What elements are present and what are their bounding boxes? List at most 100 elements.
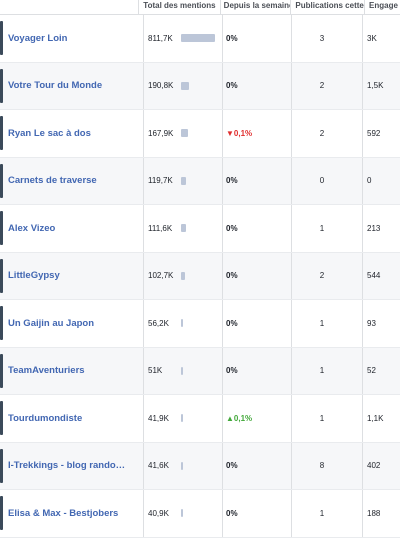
page-name-link[interactable]: Un Gaijin au Japon [8,317,95,329]
engagement-value: 213 [362,205,394,252]
mentions-cell: 111,6K [143,205,222,252]
page-thumbnail[interactable] [0,21,3,55]
mentions-bar [181,366,183,375]
mentions-value: 167,9K [148,128,174,138]
table-row[interactable]: Carnets de traverse 119,7K 0% 0 0 [0,157,400,205]
mentions-bar [181,34,215,43]
mentions-value: 190,8K [148,81,174,91]
page-thumbnail[interactable] [0,258,3,293]
table-row[interactable]: Alex Vizeo 111,6K 0% 1 213 [0,205,400,253]
publications-value: 1 [291,490,362,537]
mentions-cell: 41,9K [143,395,222,442]
publications-value: 2 [291,110,362,157]
table-row[interactable]: Ryan Le sac à dos 167,9K ▼0,1% 2 592 [0,110,400,158]
publications-value: 8 [291,442,362,489]
page-thumbnail[interactable] [0,401,3,435]
header-weekly-change[interactable]: Depuis la semaine [219,0,290,14]
page-name-link[interactable]: Ryan Le sac à dos [8,127,91,139]
weekly-change-value: 0% [222,205,291,252]
mentions-cell: 51K [143,347,222,394]
mentions-value: 119,7K [148,176,173,186]
weekly-change-value: 0% [222,62,291,109]
weekly-change-value: ▼0,1% [222,110,291,157]
mentions-cell: 190,8K [143,62,222,109]
page-thumbnail[interactable] [0,163,3,198]
weekly-change-value: 0% [222,252,291,299]
mentions-value: 56,2K [148,318,169,328]
page-cell: Carnets de traverse [0,158,143,205]
table-row[interactable]: Un Gaijin au Japon 56,2K 0% 1 93 [0,300,400,348]
page-name-link[interactable]: Elisa & Max - Bestjobers [8,507,119,519]
mentions-bar [181,414,183,423]
mentions-bar [181,319,183,328]
page-name-link[interactable]: LittleGypsy [8,270,60,282]
table-row[interactable]: Elisa & Max - Bestjobers 40,9K 0% 1 188 [0,490,400,538]
page-name-link[interactable]: Alex Vizeo [8,222,56,234]
mentions-value: 51K [148,366,163,376]
weekly-change-value: 0% [222,442,291,489]
table-row[interactable]: Votre Tour du Monde 190,8K 0% 2 1,5K [0,62,400,110]
mentions-value: 111,6K [148,223,173,233]
page-thumbnail[interactable] [0,68,3,103]
page-cell: Voyager Loin [0,15,143,62]
publications-value: 3 [291,15,362,62]
header-total-mentions[interactable]: Total des mentions [138,0,219,14]
page-name-link[interactable]: Votre Tour du Monde [8,80,103,92]
table-row[interactable]: Tourdumondiste 41,9K ▲0,1% 1 1,1K [0,395,400,443]
page-thumbnail[interactable] [0,448,3,483]
table-row[interactable]: Voyager Loin 811,7K 0% 3 3K [0,15,400,63]
mentions-cell: 102,7K [143,252,222,299]
mentions-cell: 811,7K [143,15,222,62]
mentions-value: 41,9K [148,413,169,423]
page-cell: I-Trekkings - blog rando… [0,443,143,490]
page-cell: Ryan Le sac à dos [0,110,143,157]
mentions-cell: 119,7K [143,157,222,204]
mentions-value: 40,9K [148,508,169,518]
table-row[interactable]: TeamAventuriers 51K 0% 1 52 [0,347,400,395]
page-thumbnail[interactable] [0,306,3,340]
mentions-cell: 41,6K [143,442,222,489]
weekly-change-value: ▲0,1% [222,395,291,442]
weekly-change-value: 0% [222,157,291,204]
page-thumbnail[interactable] [0,353,3,388]
publications-value: 2 [291,62,362,109]
table-row[interactable]: I-Trekkings - blog rando… 41,6K 0% 8 402 [0,442,400,490]
engagement-value: 0 [362,157,394,204]
mentions-bar [181,509,183,518]
page-name-link[interactable]: Carnets de traverse [8,175,97,187]
page-name-link[interactable]: Voyager Loin [8,32,68,44]
publications-value: 1 [291,300,362,347]
publications-value: 1 [291,395,362,442]
engagement-value: 52 [362,347,394,394]
page-cell: Tourdumondiste [0,395,143,442]
page-cell: LittleGypsy [0,253,143,300]
page-name-link[interactable]: TeamAventuriers [8,365,85,377]
page-cell: Un Gaijin au Japon [0,300,143,347]
mentions-cell: 40,9K [143,490,222,537]
page-thumbnail[interactable] [0,211,3,245]
publications-value: 1 [291,205,362,252]
table-row[interactable]: LittleGypsy 102,7K 0% 2 544 [0,252,400,300]
page-thumbnail[interactable] [0,116,3,150]
page-thumbnail[interactable] [0,496,3,530]
mentions-bar [181,271,185,280]
table-body: Voyager Loin 811,7K 0% 3 3K Votre Tour d… [0,15,400,538]
header-publications[interactable]: Publications cette [290,0,364,14]
publications-value: 2 [291,252,362,299]
engagement-value: 592 [362,110,394,157]
table-header: Total des mentions Depuis la semaine Pub… [0,0,400,15]
engagement-value: 402 [362,442,394,489]
page-name-link[interactable]: I-Trekkings - blog rando… [8,460,126,472]
weekly-change-value: 0% [222,300,291,347]
engagement-value: 1,5K [362,62,394,109]
mentions-bar [181,461,183,470]
mentions-value: 811,7K [148,33,173,43]
mentions-value: 41,6K [148,461,169,471]
header-engagement[interactable]: Engage [364,0,400,14]
engagement-value: 1,1K [362,395,394,442]
engagement-value: 188 [362,490,394,537]
page-name-link[interactable]: Tourdumondiste [8,412,83,424]
weekly-change-value: 0% [222,490,291,537]
engagement-value: 93 [362,300,394,347]
